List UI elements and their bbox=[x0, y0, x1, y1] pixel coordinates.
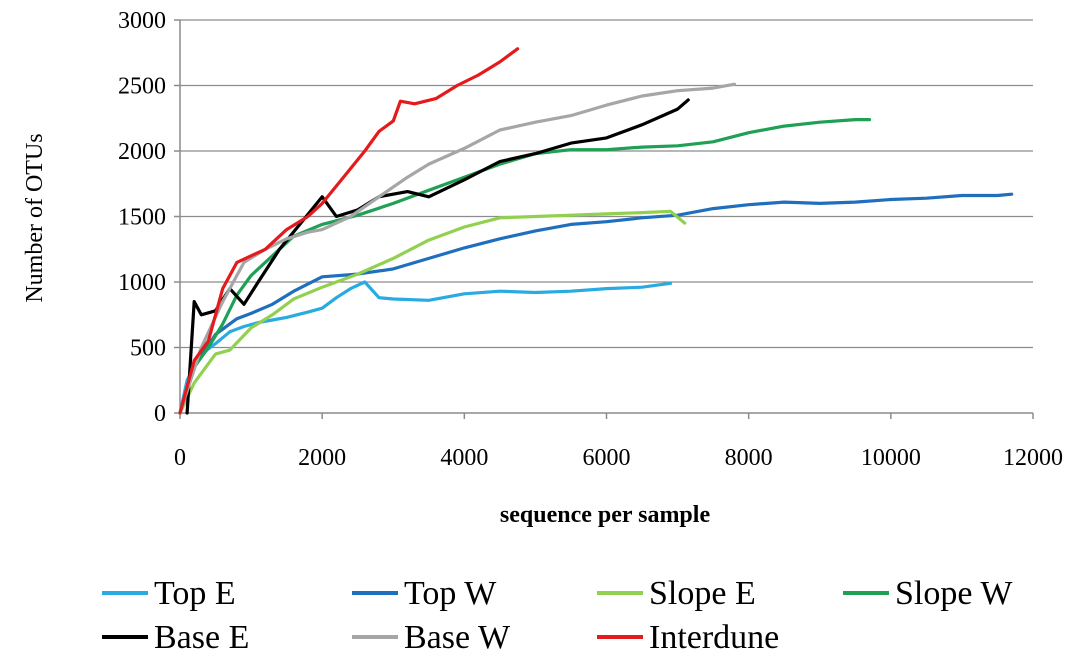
y-tick-label-1: 500 bbox=[130, 336, 166, 362]
series-line-base-w bbox=[178, 82, 737, 415]
series-line-top-e bbox=[178, 280, 673, 415]
legend-label-interdune: Interdune bbox=[649, 619, 779, 656]
y-tick-label-5: 2500 bbox=[118, 74, 166, 100]
series-line-slope-w bbox=[178, 118, 872, 415]
legend-label-base-e: Base E bbox=[154, 619, 249, 656]
x-tick-label-0: 0 bbox=[174, 445, 186, 471]
x-tick-label-5: 10000 bbox=[861, 445, 921, 471]
series-line-top-w bbox=[178, 192, 1014, 415]
x-tick-label-6: 12000 bbox=[1003, 445, 1063, 471]
y-axis-label: Number of OTUs bbox=[22, 133, 48, 302]
x-tick-label-3: 6000 bbox=[583, 445, 631, 471]
series-lines bbox=[178, 47, 1014, 415]
legend-label-top-e: Top E bbox=[154, 575, 236, 612]
legend-label-slope-e: Slope E bbox=[649, 575, 756, 612]
x-tick-labels: 0 2000 4000 6000 8000 10000 12000 bbox=[174, 413, 1063, 471]
grid-lines bbox=[180, 19, 1033, 349]
x-axis-label: sequence per sample bbox=[500, 502, 711, 528]
y-tick-label-6: 3000 bbox=[118, 8, 166, 34]
legend: Top E Top W Slope E Slope W Base E Base W Inte… bbox=[102, 575, 1013, 656]
legend-label-base-w: Base W bbox=[404, 619, 511, 656]
y-tick-label-3: 1500 bbox=[118, 205, 166, 231]
legend-label-top-w: Top W bbox=[404, 575, 497, 612]
y-tick-label-0: 0 bbox=[154, 401, 166, 427]
y-tick-labels: 0 500 1000 1500 2000 2500 3000 bbox=[118, 8, 180, 427]
legend-label-slope-w: Slope W bbox=[895, 575, 1013, 612]
series-line-slope-e bbox=[178, 209, 687, 415]
y-tick-label-4: 2000 bbox=[118, 139, 166, 165]
x-tick-label-1: 2000 bbox=[298, 445, 346, 471]
y-tick-label-2: 1000 bbox=[118, 270, 166, 296]
x-tick-label-2: 4000 bbox=[440, 445, 488, 471]
series-line-interdune bbox=[178, 47, 520, 415]
x-tick-label-4: 8000 bbox=[725, 445, 773, 471]
